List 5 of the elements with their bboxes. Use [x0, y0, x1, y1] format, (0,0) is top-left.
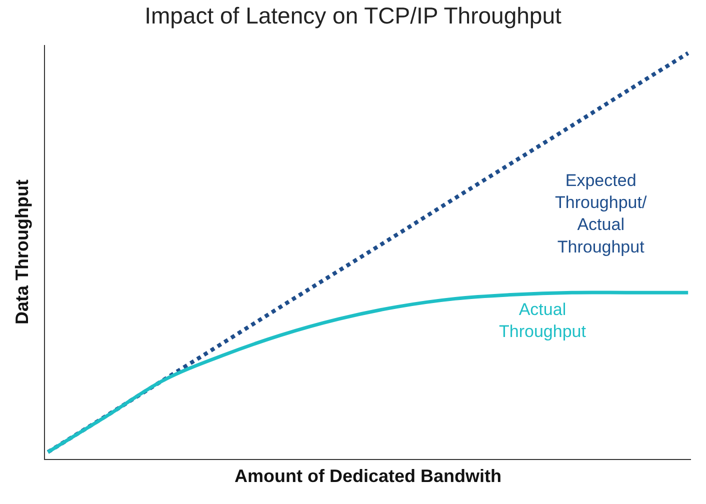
chart-title: Impact of Latency on TCP/IP Throughput — [144, 2, 562, 29]
series-label: Actual Throughput — [499, 300, 586, 342]
x-axis-title: Amount of Dedicated Bandwith — [234, 466, 502, 486]
y-axis-title: Data Throughput — [12, 180, 32, 324]
series-label: Expected Throughput/ Actual Throughput — [555, 171, 647, 256]
